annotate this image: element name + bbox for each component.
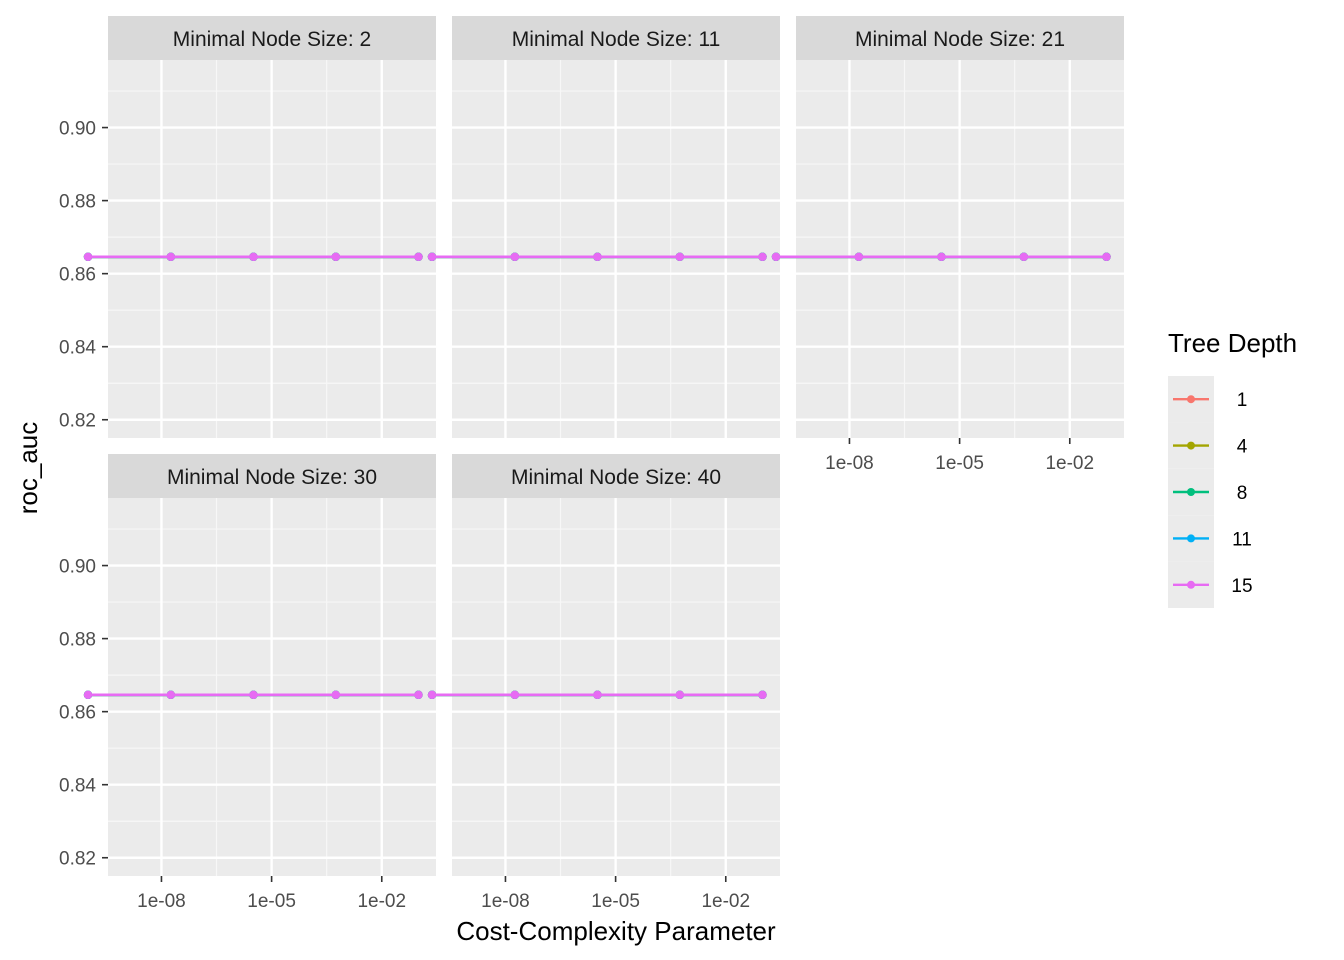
data-point <box>249 690 258 700</box>
facet-panel: Minimal Node Size: 2 0.82 0.84 0.86 0.88 0.90 <box>59 16 436 438</box>
facet-strip-label: Minimal Node Size: 30 <box>167 466 377 489</box>
x-tick-label: 1e-08 <box>137 891 186 912</box>
x-tick-label: 1e-08 <box>481 891 530 912</box>
legend-key-label: 11 <box>1232 529 1252 550</box>
legend-key: 4 <box>1168 422 1248 469</box>
facet-strip <box>108 16 436 60</box>
x-tick-label: 1e-05 <box>247 891 296 912</box>
data-point <box>1019 252 1029 262</box>
data-point <box>83 690 93 700</box>
data-point <box>249 252 258 262</box>
legend-key-point <box>1187 580 1195 589</box>
facet-panels: Minimal Node Size: 2 0.82 0.84 0.86 0.88 0.90… <box>59 16 1124 912</box>
facet-panel: Minimal Node Size: 40 1e-08 1e-05 1e-02 <box>427 454 780 912</box>
data-point <box>510 690 520 700</box>
data-point <box>593 252 602 262</box>
legend: Tree Depth 1 4 8 11 15 <box>1168 328 1297 608</box>
data-point <box>166 252 176 262</box>
y-tick-label: 0.86 <box>59 703 96 724</box>
legend-key-label: 4 <box>1237 437 1248 458</box>
legend-keys: 1 4 8 11 15 <box>1168 376 1253 608</box>
data-point <box>758 690 767 700</box>
legend-key-point <box>1187 441 1195 450</box>
x-tick-label: 1e-02 <box>357 891 406 912</box>
x-tick-label: 1e-02 <box>1045 453 1094 474</box>
facet-strip <box>452 16 780 60</box>
y-tick-label: 0.88 <box>59 192 96 213</box>
facet-strip-label: Minimal Node Size: 21 <box>855 28 1065 51</box>
x-tick-label: 1e-08 <box>825 453 874 474</box>
y-tick-label: 0.88 <box>59 630 96 651</box>
y-tick-label: 0.90 <box>59 119 96 140</box>
data-point <box>83 252 93 262</box>
data-point <box>414 252 423 262</box>
data-point <box>937 252 946 262</box>
data-point <box>427 252 437 262</box>
data-point <box>414 690 423 700</box>
data-point <box>854 252 864 262</box>
facet-strip-label: Minimal Node Size: 2 <box>173 28 371 51</box>
data-point <box>331 252 341 262</box>
y-tick-label: 0.90 <box>59 557 96 578</box>
data-point <box>427 690 437 700</box>
legend-key: 15 <box>1168 561 1253 608</box>
facet-strip <box>796 16 1124 60</box>
y-tick-label: 0.84 <box>59 776 96 797</box>
legend-key: 11 <box>1168 515 1252 562</box>
facet-panel: Minimal Node Size: 11 <box>427 16 780 438</box>
legend-key-label: 15 <box>1231 576 1252 597</box>
data-point <box>771 252 781 262</box>
x-tick-label: 1e-05 <box>935 453 984 474</box>
y-tick-label: 0.84 <box>59 338 96 359</box>
legend-key-point <box>1187 395 1195 404</box>
facet-strip <box>108 454 436 498</box>
x-tick-label: 1e-05 <box>591 891 640 912</box>
data-point <box>675 252 685 262</box>
y-tick-label: 0.86 <box>59 265 96 286</box>
y-axis-title: roc_auc <box>13 422 43 515</box>
data-point <box>510 252 520 262</box>
legend-key: 8 <box>1168 468 1248 516</box>
facet-strip <box>452 454 780 498</box>
facet-panel: Minimal Node Size: 30 0.82 0.84 0.86 0.88 0.9… <box>59 454 436 912</box>
legend-key: 1 <box>1168 376 1248 423</box>
data-point <box>1102 252 1111 262</box>
y-tick-label: 0.82 <box>59 849 96 870</box>
facet-panel: Minimal Node Size: 21 1e-08 1e-05 1e-02 <box>771 16 1124 474</box>
legend-key-label: 1 <box>1237 390 1248 411</box>
facet-strip-label: Minimal Node Size: 40 <box>511 466 721 489</box>
legend-key-label: 8 <box>1237 483 1248 504</box>
legend-key-point <box>1187 488 1195 496</box>
data-point <box>758 252 767 262</box>
data-point <box>593 690 602 700</box>
legend-key-point <box>1187 534 1195 543</box>
y-tick-label: 0.82 <box>59 411 96 432</box>
data-point <box>331 690 341 700</box>
x-tick-label: 1e-02 <box>701 891 750 912</box>
legend-title: Tree Depth <box>1168 328 1297 358</box>
facet-strip-label: Minimal Node Size: 11 <box>512 28 721 51</box>
data-point <box>166 690 176 700</box>
x-axis-title: Cost-Complexity Parameter <box>456 916 776 946</box>
data-point <box>675 690 685 700</box>
